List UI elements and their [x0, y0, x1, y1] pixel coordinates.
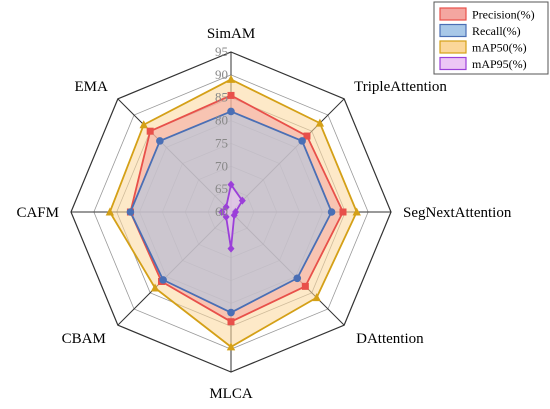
legend-label: mAP50(%) [472, 41, 527, 55]
category-label: EMA [75, 79, 109, 95]
data-point-recall- [126, 208, 135, 216]
radial-tick-label: 70 [215, 158, 228, 173]
data-point-precision- [301, 282, 309, 290]
data-point-map95- [222, 212, 230, 221]
radial-tick-label: 65 [215, 181, 228, 196]
legend-swatch [439, 7, 467, 21]
radial-tick-label: 85 [215, 90, 228, 105]
category-label: MLCA [209, 386, 253, 402]
data-point-recall- [298, 137, 306, 145]
radial-tick-labels: 60 65 70 75 80 85 90 95 [215, 44, 228, 219]
data-point-precision- [146, 127, 154, 135]
radial-tick-label: 60 [215, 204, 228, 219]
data-point-map50- [315, 118, 325, 127]
radial-tick-label: 80 [215, 113, 228, 128]
data-point-recall- [227, 308, 235, 317]
data-point-precision- [303, 132, 311, 140]
data-point-map50- [105, 207, 115, 216]
radial-tick-label: 75 [215, 135, 228, 150]
category-label: CAFM [16, 205, 59, 221]
data-point-precision- [227, 91, 235, 99]
legend-label: mAP95(%) [472, 57, 527, 71]
radial-tick-label: 95 [215, 44, 228, 59]
data-point-precision- [339, 208, 347, 216]
data-point-map50- [139, 120, 148, 129]
data-point-map95- [230, 211, 238, 220]
category-label: DAttention [356, 331, 424, 347]
category-label: SimAM [207, 26, 255, 42]
data-point-map95- [227, 244, 235, 253]
legend-swatch [439, 23, 467, 38]
data-point-map50- [312, 293, 321, 302]
data-point-recall- [293, 274, 302, 283]
radial-tick-label: 90 [215, 67, 228, 82]
legend: Precision(%) Recall(%) mAP50(%) mAP95(%) [433, 1, 549, 75]
data-point-map50- [226, 342, 236, 351]
data-point-map95- [218, 208, 226, 216]
data-point-map95- [222, 203, 230, 212]
legend-label: Precision(%) [472, 8, 535, 22]
legend-swatch [439, 40, 467, 54]
category-label: SegNextAttention [403, 205, 512, 221]
radar-series [105, 74, 361, 351]
data-point-map95- [238, 196, 246, 205]
data-point-recall- [159, 276, 167, 284]
data-point-precision- [227, 318, 235, 326]
legend-swatch [439, 56, 467, 71]
data-point-map50- [352, 207, 361, 216]
data-point-recall- [327, 208, 336, 216]
category-label: CBAM [62, 331, 106, 347]
data-point-recall- [156, 137, 164, 145]
data-point-map95- [227, 180, 235, 189]
legend-label: Recall(%) [472, 24, 521, 38]
data-point-recall- [227, 107, 235, 116]
category-label: TripleAttention [354, 79, 447, 95]
category-labels: SimAM TripleAttention SegNextAttention DAtt… [16, 26, 511, 402]
data-point-map50- [150, 283, 160, 292]
data-point-map50- [226, 74, 236, 83]
